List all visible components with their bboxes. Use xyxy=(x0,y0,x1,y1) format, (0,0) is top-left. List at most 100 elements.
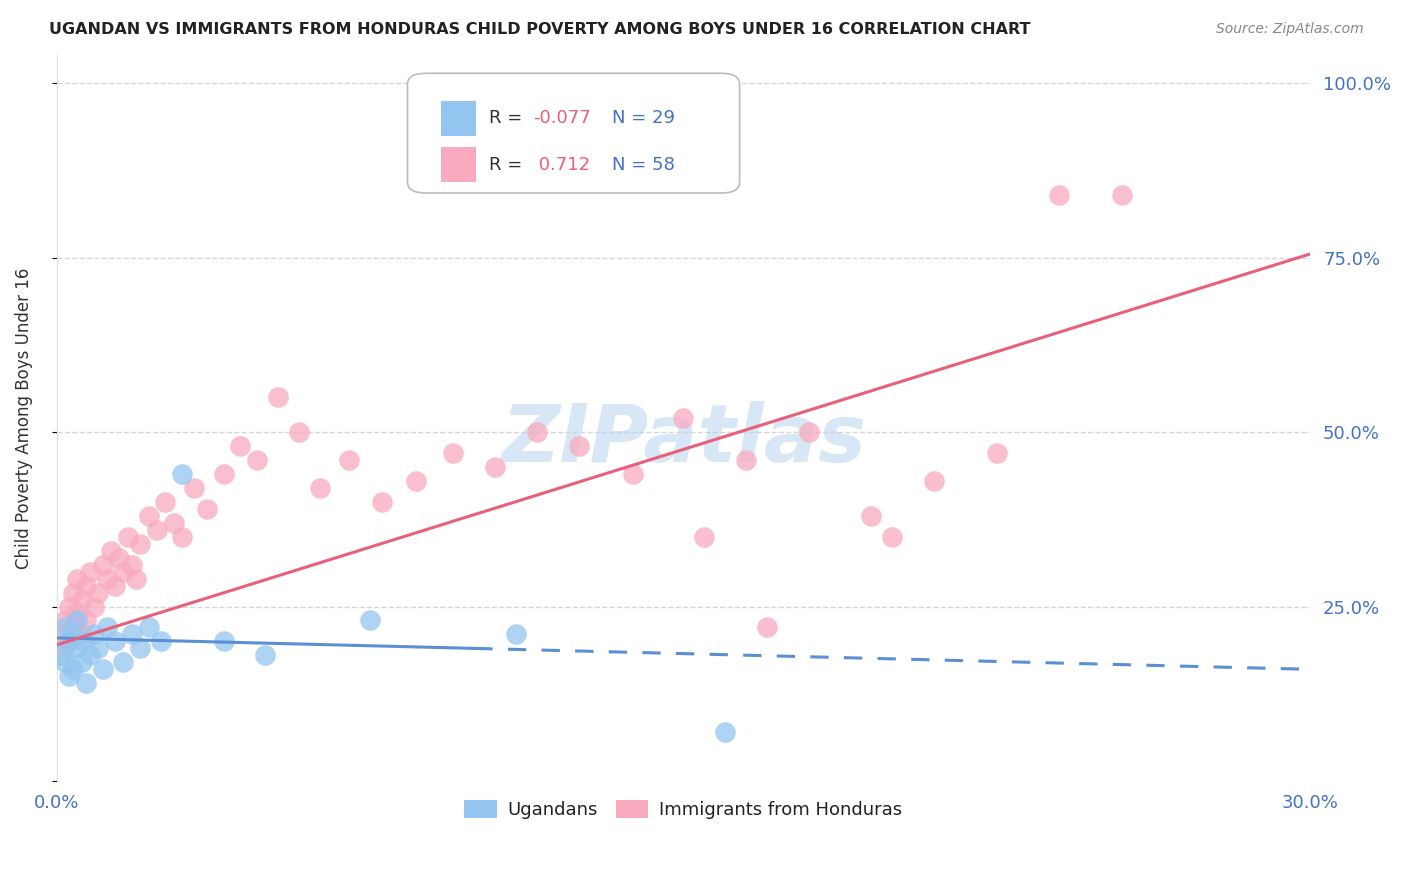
Point xyxy=(860,508,883,523)
Text: N = 29: N = 29 xyxy=(612,110,675,128)
Point xyxy=(443,446,465,460)
Point xyxy=(254,648,277,663)
Point xyxy=(267,390,290,404)
Text: R =: R = xyxy=(489,110,529,128)
Text: 0.712: 0.712 xyxy=(533,155,591,174)
Point xyxy=(734,453,756,467)
Text: ZIPatlas: ZIPatlas xyxy=(501,401,866,479)
Point xyxy=(880,530,903,544)
Point xyxy=(70,634,93,648)
Point xyxy=(75,614,97,628)
Point xyxy=(1047,187,1070,202)
Point xyxy=(288,425,311,439)
Point xyxy=(83,599,105,614)
Point xyxy=(405,474,427,488)
Point xyxy=(121,558,143,572)
Point xyxy=(229,439,252,453)
Point xyxy=(75,676,97,690)
Point xyxy=(62,585,84,599)
Point xyxy=(79,648,101,663)
Point xyxy=(87,585,110,599)
Text: N = 58: N = 58 xyxy=(612,155,675,174)
Point xyxy=(112,565,135,579)
Point xyxy=(129,537,152,551)
Point xyxy=(986,446,1008,460)
Point xyxy=(96,620,118,634)
Point xyxy=(66,614,89,628)
Point xyxy=(66,572,89,586)
Point xyxy=(337,453,360,467)
Point xyxy=(505,627,527,641)
Point xyxy=(755,620,778,634)
Legend: Ugandans, Immigrants from Honduras: Ugandans, Immigrants from Honduras xyxy=(457,793,910,826)
Point xyxy=(62,627,84,641)
Point xyxy=(96,572,118,586)
Point xyxy=(58,634,80,648)
Point xyxy=(70,592,93,607)
Point xyxy=(146,523,169,537)
FancyBboxPatch shape xyxy=(408,73,740,193)
Point xyxy=(75,578,97,592)
Y-axis label: Child Poverty Among Boys Under 16: Child Poverty Among Boys Under 16 xyxy=(15,268,32,569)
Point xyxy=(83,627,105,641)
Point xyxy=(568,439,591,453)
Text: Source: ZipAtlas.com: Source: ZipAtlas.com xyxy=(1216,22,1364,37)
Point xyxy=(693,530,716,544)
Point xyxy=(212,634,235,648)
Point xyxy=(526,425,548,439)
Point xyxy=(70,627,93,641)
Point xyxy=(125,572,148,586)
Point xyxy=(155,495,177,509)
Point xyxy=(108,550,131,565)
Point xyxy=(100,543,122,558)
Point xyxy=(91,662,114,676)
Point xyxy=(308,481,330,495)
Point xyxy=(66,607,89,621)
Point xyxy=(53,641,76,656)
Point xyxy=(79,565,101,579)
Point xyxy=(138,620,160,634)
Point xyxy=(138,508,160,523)
Point xyxy=(246,453,269,467)
Point xyxy=(58,634,80,648)
Point xyxy=(62,620,84,634)
Point xyxy=(91,558,114,572)
Point xyxy=(359,614,381,628)
Point xyxy=(621,467,644,481)
Point xyxy=(195,501,218,516)
Point xyxy=(49,648,72,663)
Point xyxy=(70,656,93,670)
Point xyxy=(922,474,945,488)
Point xyxy=(66,641,89,656)
Point xyxy=(1111,187,1133,202)
Point xyxy=(672,411,695,425)
Point xyxy=(49,627,72,641)
Point xyxy=(212,467,235,481)
Text: -0.077: -0.077 xyxy=(533,110,591,128)
Point xyxy=(371,495,394,509)
Point xyxy=(170,467,193,481)
Point xyxy=(87,641,110,656)
Point xyxy=(58,599,80,614)
Point xyxy=(53,614,76,628)
Point xyxy=(104,578,127,592)
Point xyxy=(117,530,139,544)
Text: UGANDAN VS IMMIGRANTS FROM HONDURAS CHILD POVERTY AMONG BOYS UNDER 16 CORRELATIO: UGANDAN VS IMMIGRANTS FROM HONDURAS CHIL… xyxy=(49,22,1031,37)
Point xyxy=(170,530,193,544)
Point xyxy=(62,662,84,676)
Point xyxy=(129,641,152,656)
Point xyxy=(53,620,76,634)
Point xyxy=(797,425,820,439)
Point xyxy=(53,656,76,670)
Point xyxy=(484,459,506,474)
Point xyxy=(121,627,143,641)
Point xyxy=(58,669,80,683)
Bar xyxy=(441,101,477,136)
Bar xyxy=(441,147,477,182)
Point xyxy=(714,725,737,739)
Point xyxy=(112,656,135,670)
Text: R =: R = xyxy=(489,155,529,174)
Point xyxy=(150,634,173,648)
Point xyxy=(183,481,205,495)
Point xyxy=(104,634,127,648)
